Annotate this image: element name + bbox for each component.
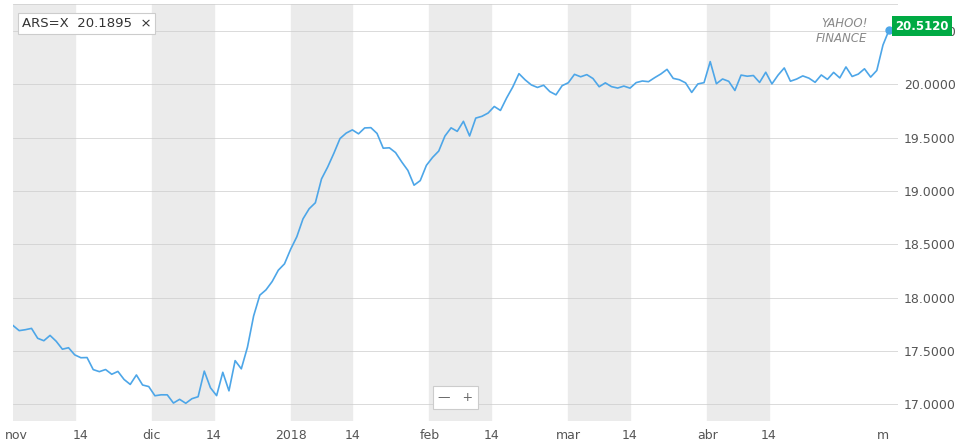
Text: YAHOO!
FINANCE: YAHOO! FINANCE [816, 17, 868, 45]
Text: 20.5120: 20.5120 [896, 20, 948, 33]
Bar [291, 4, 352, 421]
Bar [13, 4, 75, 421]
Bar [708, 4, 769, 421]
Bar [568, 4, 630, 421]
Text: —   +: — + [438, 391, 473, 404]
Text: ARS=X  20.1895  ×: ARS=X 20.1895 × [22, 17, 152, 29]
Bar [152, 4, 213, 421]
Bar [429, 4, 492, 421]
